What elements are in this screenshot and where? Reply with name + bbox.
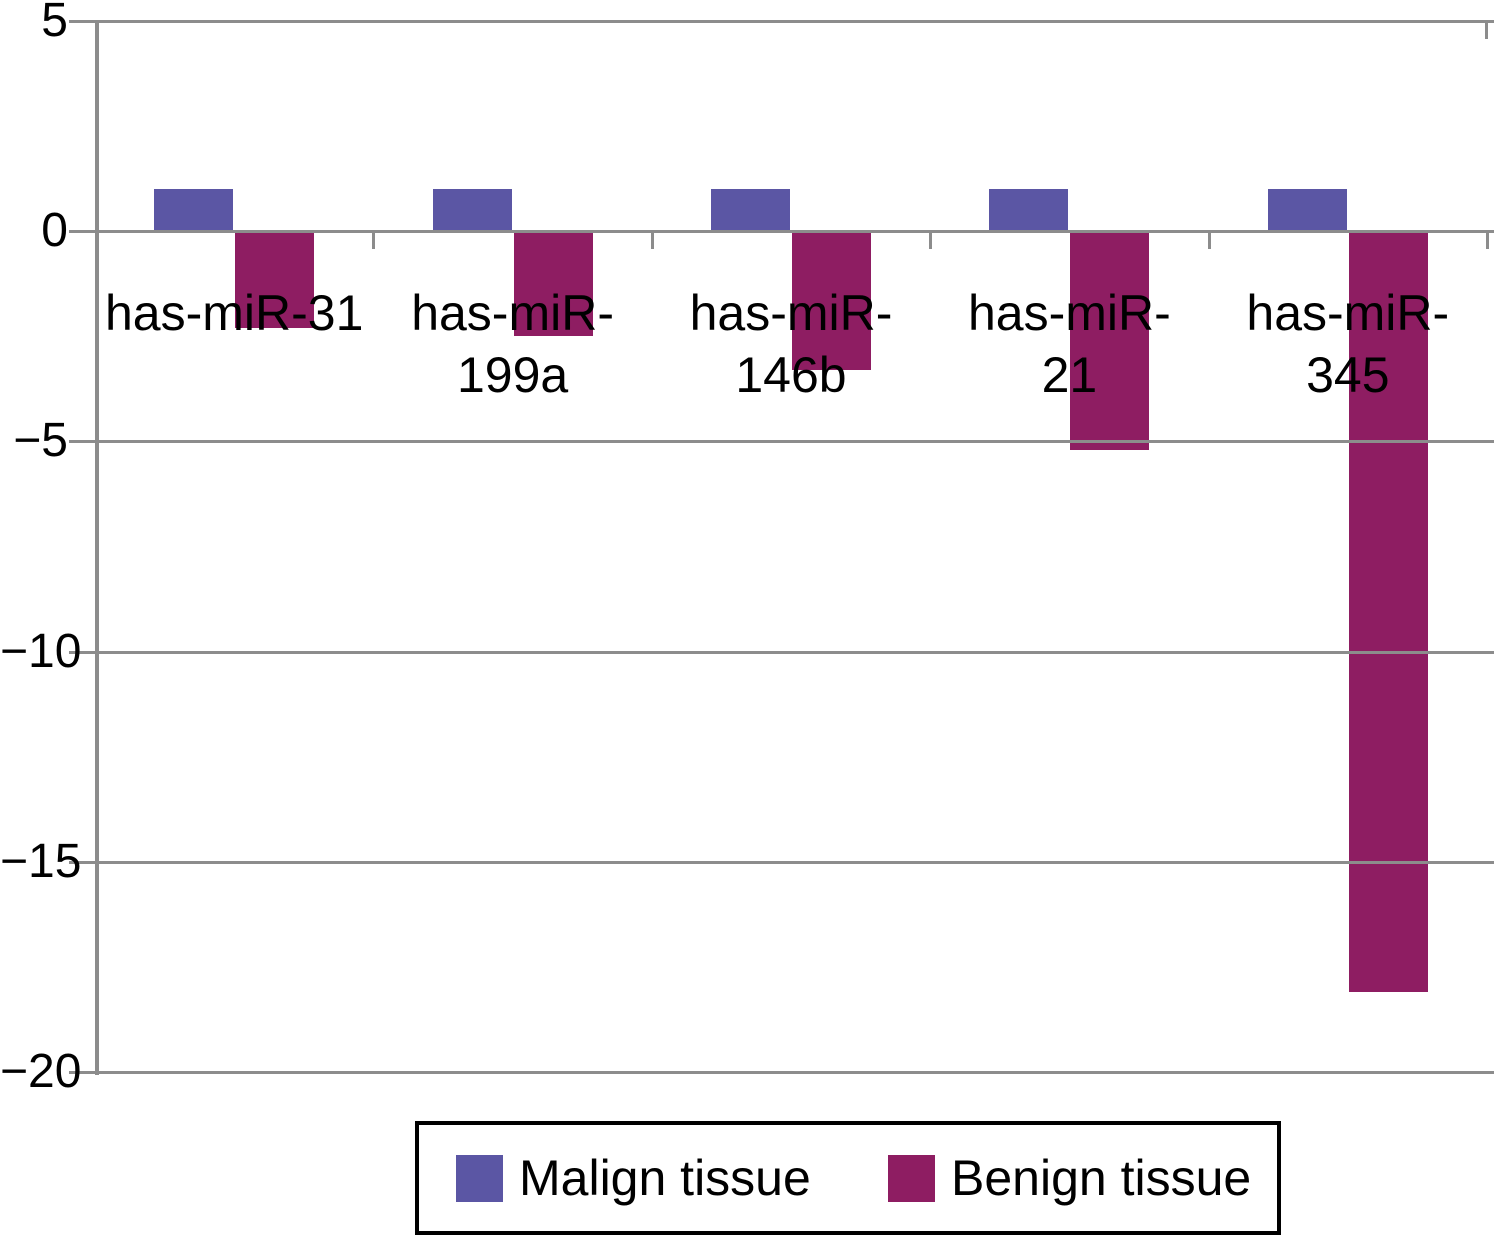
bar-malign [1267, 188, 1347, 231]
bar-malign [989, 188, 1069, 231]
gridline [95, 19, 1494, 23]
y-tick [69, 650, 95, 654]
x-tick [650, 232, 654, 249]
legend: Malign tissue Benign tissue [415, 1121, 1281, 1235]
legend-label-benign: Benign tissue [951, 1150, 1252, 1206]
y-tick [69, 440, 95, 444]
bar-malign [711, 188, 790, 231]
bar-benign [792, 231, 871, 370]
legend-item-benign: Benign tissue [888, 1125, 1251, 1231]
y-tick-label: −20 [0, 1045, 82, 1098]
category-label-line: has-miR- [1246, 285, 1450, 341]
category-label: has-miR- 345 [1198, 282, 1498, 406]
malign-tissue-swatch [456, 1154, 503, 1202]
category-label-line: 199a [456, 347, 569, 403]
y-tick-label: −10 [0, 624, 82, 678]
category-label-line: has-miR-31 [104, 285, 364, 341]
gridline [95, 860, 1494, 864]
category-label-line: 21 [1041, 347, 1098, 403]
bar-malign [154, 188, 234, 231]
gridline [95, 230, 1494, 233]
bar-benign [235, 231, 315, 328]
category-label-line: has-miR- [411, 285, 614, 341]
gridline [95, 650, 1494, 654]
gridline [95, 440, 1494, 444]
y-tick [69, 19, 95, 23]
category-label-line: has-miR- [689, 285, 893, 341]
legend-label-malign: Malign tissue [519, 1150, 811, 1206]
bar-malign [432, 188, 512, 231]
y-tick [69, 860, 95, 864]
y-tick-label: −5 [13, 414, 68, 468]
bar-benign [513, 231, 593, 337]
category-label-line: 345 [1306, 347, 1390, 403]
y-tick-label: −15 [0, 834, 82, 888]
category-label: has-miR-31 [84, 282, 384, 344]
x-tick [372, 232, 376, 249]
y-tick [69, 230, 95, 233]
bar-benign [1070, 231, 1150, 450]
category-label: has-miR- 21 [919, 282, 1219, 406]
gridline [95, 1071, 1494, 1074]
category-label-line: has-miR- [967, 285, 1171, 341]
category-label-line: 146b [735, 347, 847, 403]
x-tick [1207, 232, 1211, 249]
category-label: has-miR- 199a [363, 282, 663, 406]
y-axis-line [95, 21, 99, 1075]
x-tick [1486, 232, 1489, 249]
top-right-tick [1485, 21, 1488, 39]
plot-area: 5 0 −5 −10 −15 −20 has-miR-31 has-miR- 199a has-m… [0, 0, 1498, 1098]
y-tick [69, 1071, 95, 1074]
bar-benign [1348, 231, 1428, 993]
y-tick-label: 0 [41, 204, 68, 257]
legend-item-malign: Malign tissue [456, 1125, 811, 1231]
x-tick [929, 232, 933, 249]
y-tick-label: 5 [41, 0, 68, 47]
benign-tissue-swatch [888, 1154, 935, 1202]
category-label: has-miR- 146b [641, 282, 941, 406]
